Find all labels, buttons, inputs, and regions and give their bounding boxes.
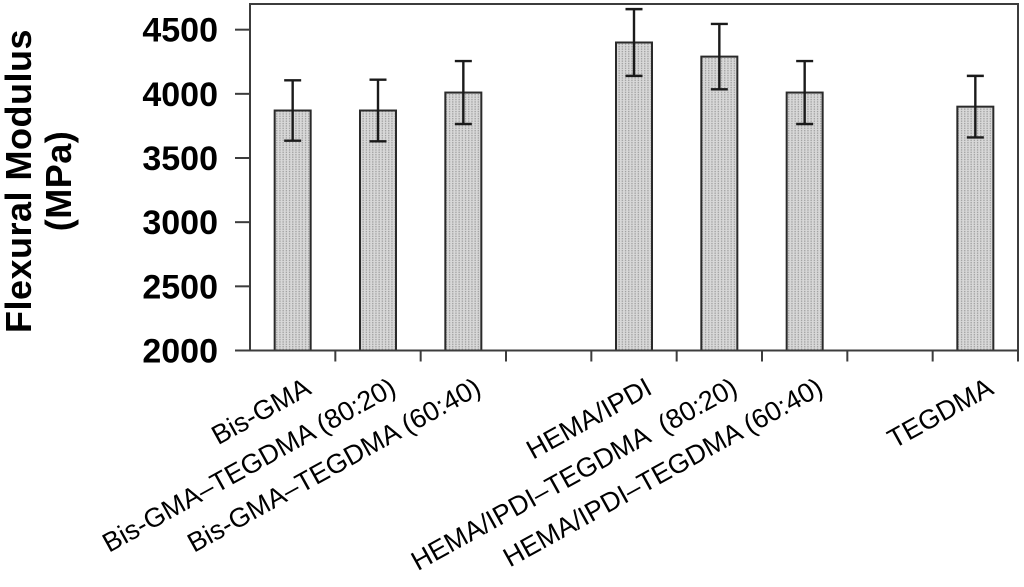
error-bar-3: [454, 59, 472, 126]
bar-6: [785, 91, 824, 352]
error-bar-2: [369, 78, 387, 143]
y-tick-label: 4000: [142, 76, 218, 114]
error-bar-1: [284, 79, 302, 142]
y-tick-label: 2500: [142, 268, 218, 306]
plot-frame: [249, 3, 1019, 352]
bar-7: [956, 105, 995, 352]
y-tick-label: 3500: [142, 140, 218, 178]
bar-5: [700, 55, 739, 352]
y-tick-label: 4500: [142, 12, 218, 50]
y-tick-label: 2000: [142, 333, 218, 371]
y-tick-label: 3000: [142, 204, 218, 242]
error-bar-4: [625, 7, 643, 78]
bar-4: [615, 41, 653, 352]
bar-3: [444, 91, 483, 352]
error-bar-5: [710, 22, 728, 91]
bar-1: [273, 109, 312, 352]
error-bar-7: [966, 74, 984, 139]
bar-2: [359, 109, 397, 352]
error-bar-6: [796, 59, 814, 126]
